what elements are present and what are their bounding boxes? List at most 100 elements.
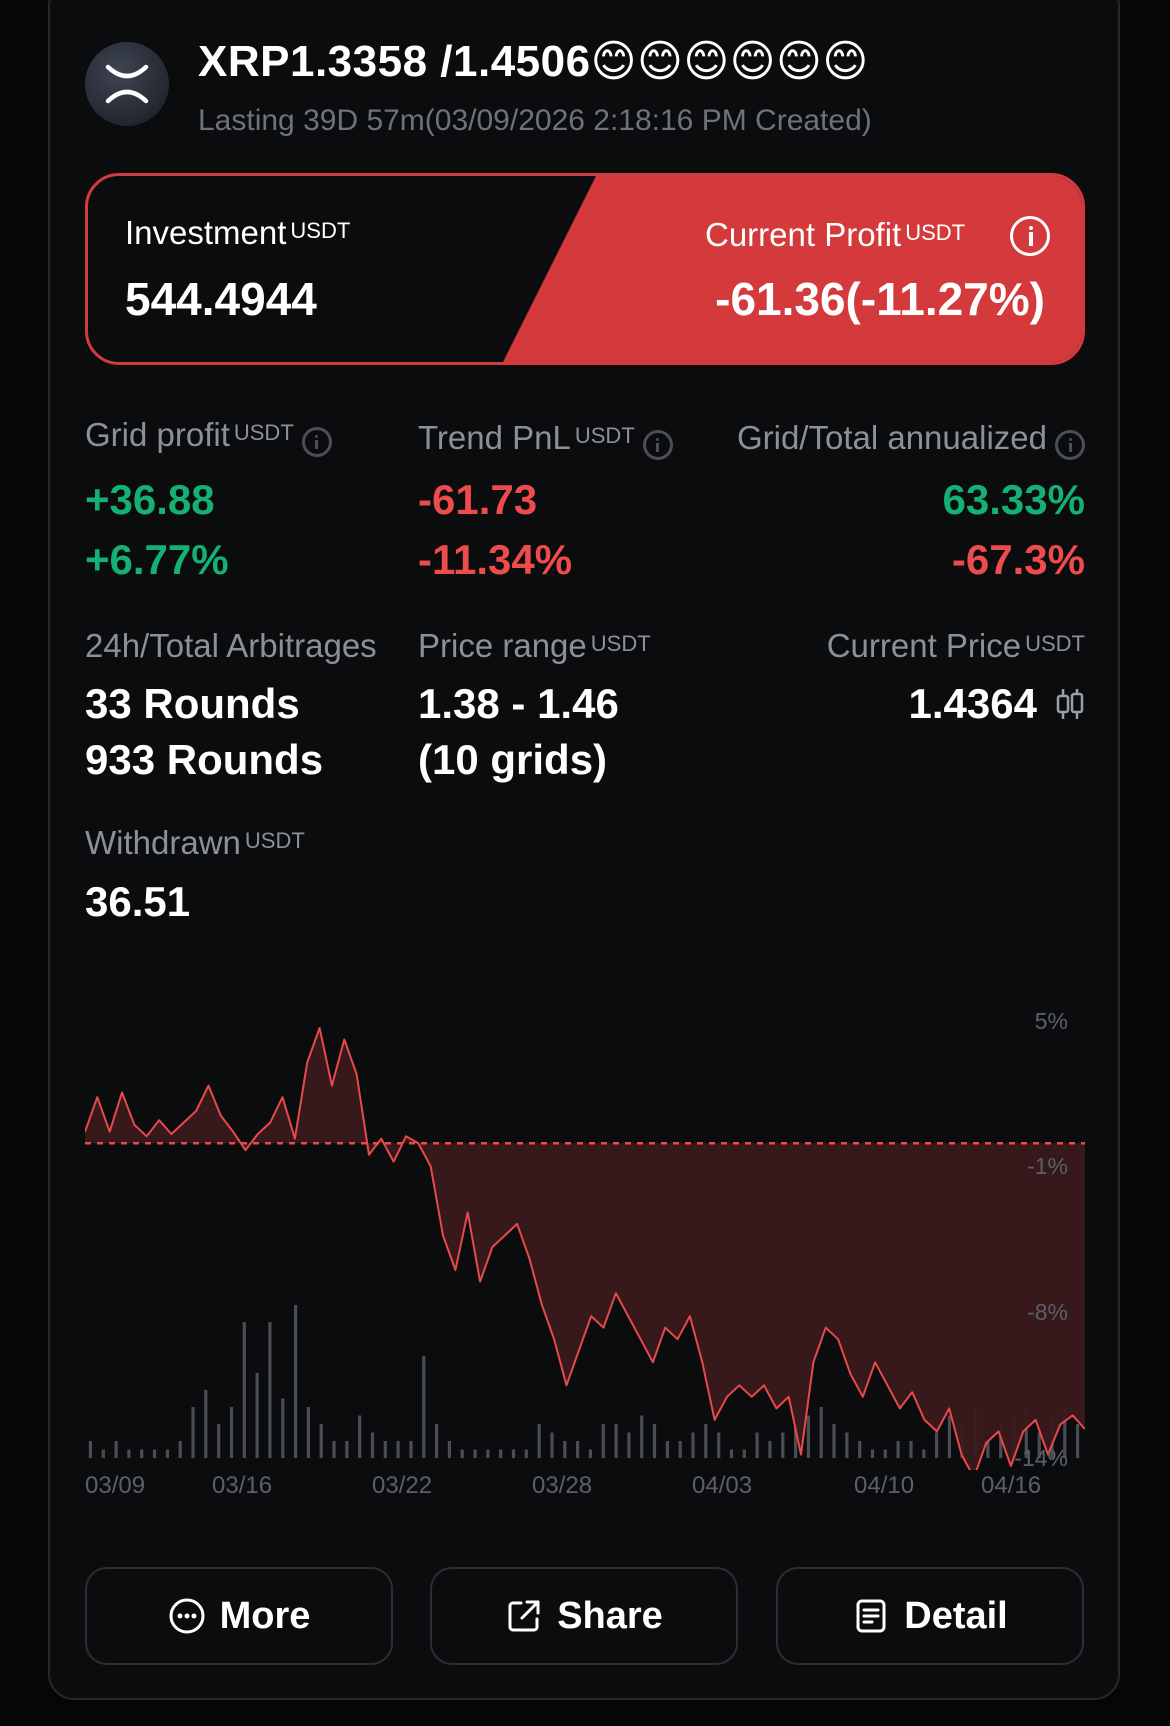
volume-bar: [652, 1424, 657, 1458]
arbitrages-24h: 33 Rounds: [85, 680, 300, 727]
price-range-value: 1.38 - 1.46: [418, 680, 619, 727]
volume-bar: [986, 1441, 990, 1458]
x-tick-label: 03/28: [532, 1472, 593, 1499]
volume-bar: [178, 1441, 182, 1458]
x-tick-label: 04/10: [854, 1472, 915, 1499]
investment-value: 544.4944: [125, 273, 317, 325]
volume-bar: [255, 1373, 259, 1458]
volume-bar: [806, 1415, 810, 1458]
info-icon[interactable]: [642, 429, 673, 460]
volume-bar: [896, 1441, 900, 1458]
withdrawn-value: 36.51: [85, 878, 191, 925]
volume-bar: [281, 1398, 285, 1458]
volume-bar: [332, 1441, 336, 1458]
info-icon[interactable]: [1055, 429, 1085, 460]
volume-bar: [101, 1449, 105, 1458]
volume-bar: [819, 1407, 823, 1458]
volume-bar: [152, 1449, 157, 1458]
investment-label: Investment USDT: [125, 214, 351, 251]
volume-bar: [396, 1441, 400, 1458]
arbitrages-total: 933 Rounds: [85, 736, 324, 783]
volume-bar: [140, 1449, 144, 1458]
volume-bar: [665, 1441, 669, 1458]
y-tick-label: -14%: [1014, 1445, 1068, 1471]
volume-bar: [473, 1449, 477, 1458]
volume-bar: [370, 1432, 375, 1458]
detail-button-label: Detail: [904, 1594, 1008, 1637]
volume-bar: [460, 1449, 464, 1458]
arbitrages-label: 24h/Total Arbitrages: [85, 627, 377, 664]
trend-pnl-value: -61.73: [418, 476, 538, 523]
volume-bar: [499, 1449, 503, 1458]
volume-bar: [909, 1441, 913, 1458]
y-tick-label: 5%: [1034, 1008, 1068, 1034]
pnl-chart[interactable]: [85, 1000, 1085, 1470]
volume-bar: [794, 1424, 798, 1458]
volume-bar: [268, 1322, 272, 1458]
withdrawn-label: Withdrawn USDT: [85, 824, 305, 861]
volume-bar: [511, 1449, 516, 1458]
volume-bar: [242, 1322, 246, 1458]
bot-title: XRP1.3358 /1.4506😊😊😊😊😊😊: [198, 37, 869, 86]
volume-bar: [742, 1449, 746, 1458]
volume-bar: [870, 1449, 875, 1458]
volume-bar: [627, 1432, 631, 1458]
volume-bar: [447, 1441, 451, 1458]
volume-bar: [922, 1449, 926, 1458]
share-button-label: Share: [557, 1594, 663, 1637]
volume-bar: [691, 1432, 695, 1458]
volume-bar: [435, 1424, 439, 1458]
volume-bar: [550, 1432, 554, 1458]
current-profit-value: -61.36(-11.27%): [715, 273, 1045, 325]
y-tick-label: -8%: [1027, 1299, 1068, 1325]
xrp-logo-icon: [85, 42, 169, 126]
volume-bar: [576, 1441, 580, 1458]
volume-bar: [832, 1424, 836, 1458]
volume-bar: [563, 1441, 567, 1458]
more-button[interactable]: More: [85, 1567, 393, 1665]
volume-bar: [1024, 1407, 1028, 1458]
x-tick-label: 04/03: [692, 1472, 753, 1499]
trend-pnl-percent: -11.34%: [418, 536, 573, 583]
current-price-row: 1.4364: [909, 680, 1085, 728]
volume-bar: [588, 1449, 592, 1458]
x-tick-label: 04/16: [981, 1472, 1042, 1499]
x-tick-label: 03/16: [212, 1472, 273, 1499]
volume-bar: [678, 1441, 682, 1458]
info-icon[interactable]: [1010, 216, 1050, 256]
info-icon[interactable]: [301, 426, 332, 457]
volume-bar: [191, 1407, 195, 1458]
volume-bar: [935, 1432, 939, 1458]
candlestick-icon[interactable]: [1055, 687, 1085, 721]
detail-button[interactable]: Detail: [776, 1567, 1084, 1665]
volume-bar: [640, 1415, 644, 1458]
grid-profit-percent: +6.77%: [85, 536, 229, 583]
pnl-area: [85, 1028, 1085, 1470]
more-icon: [169, 1598, 205, 1634]
current-price-value: 1.4364: [908, 680, 1037, 727]
y-tick-label: -1%: [1027, 1153, 1068, 1179]
bot-duration: Lasting 39D 57m(03/09/2026 2:18:16 PM Cr…: [198, 104, 872, 137]
volume-bar: [229, 1407, 234, 1458]
grid-profit-value: +36.88: [85, 476, 215, 523]
grid-annualized-value: 63.33%: [942, 476, 1085, 523]
volume-bar: [947, 1415, 951, 1458]
volume-bar: [217, 1424, 221, 1458]
volume-bar: [781, 1432, 785, 1458]
trend-pnl-label: Trend PnL USDT: [418, 419, 673, 460]
volume-bar: [999, 1424, 1003, 1458]
volume-bar: [422, 1356, 426, 1458]
price-range-grids: (10 grids): [418, 736, 608, 783]
volume-bar: [524, 1449, 528, 1458]
price-range-label: Price range USDT: [418, 627, 651, 664]
volume-bar: [845, 1432, 849, 1458]
volume-bar: [204, 1390, 208, 1458]
volume-bar: [409, 1441, 413, 1458]
volume-bar: [486, 1449, 490, 1458]
share-button[interactable]: Share: [430, 1567, 738, 1665]
volume-bar: [127, 1449, 131, 1458]
volume-bar: [729, 1449, 734, 1458]
volume-bar: [114, 1441, 118, 1458]
volume-bar: [294, 1305, 298, 1458]
x-tick-label: 03/09: [85, 1472, 146, 1499]
